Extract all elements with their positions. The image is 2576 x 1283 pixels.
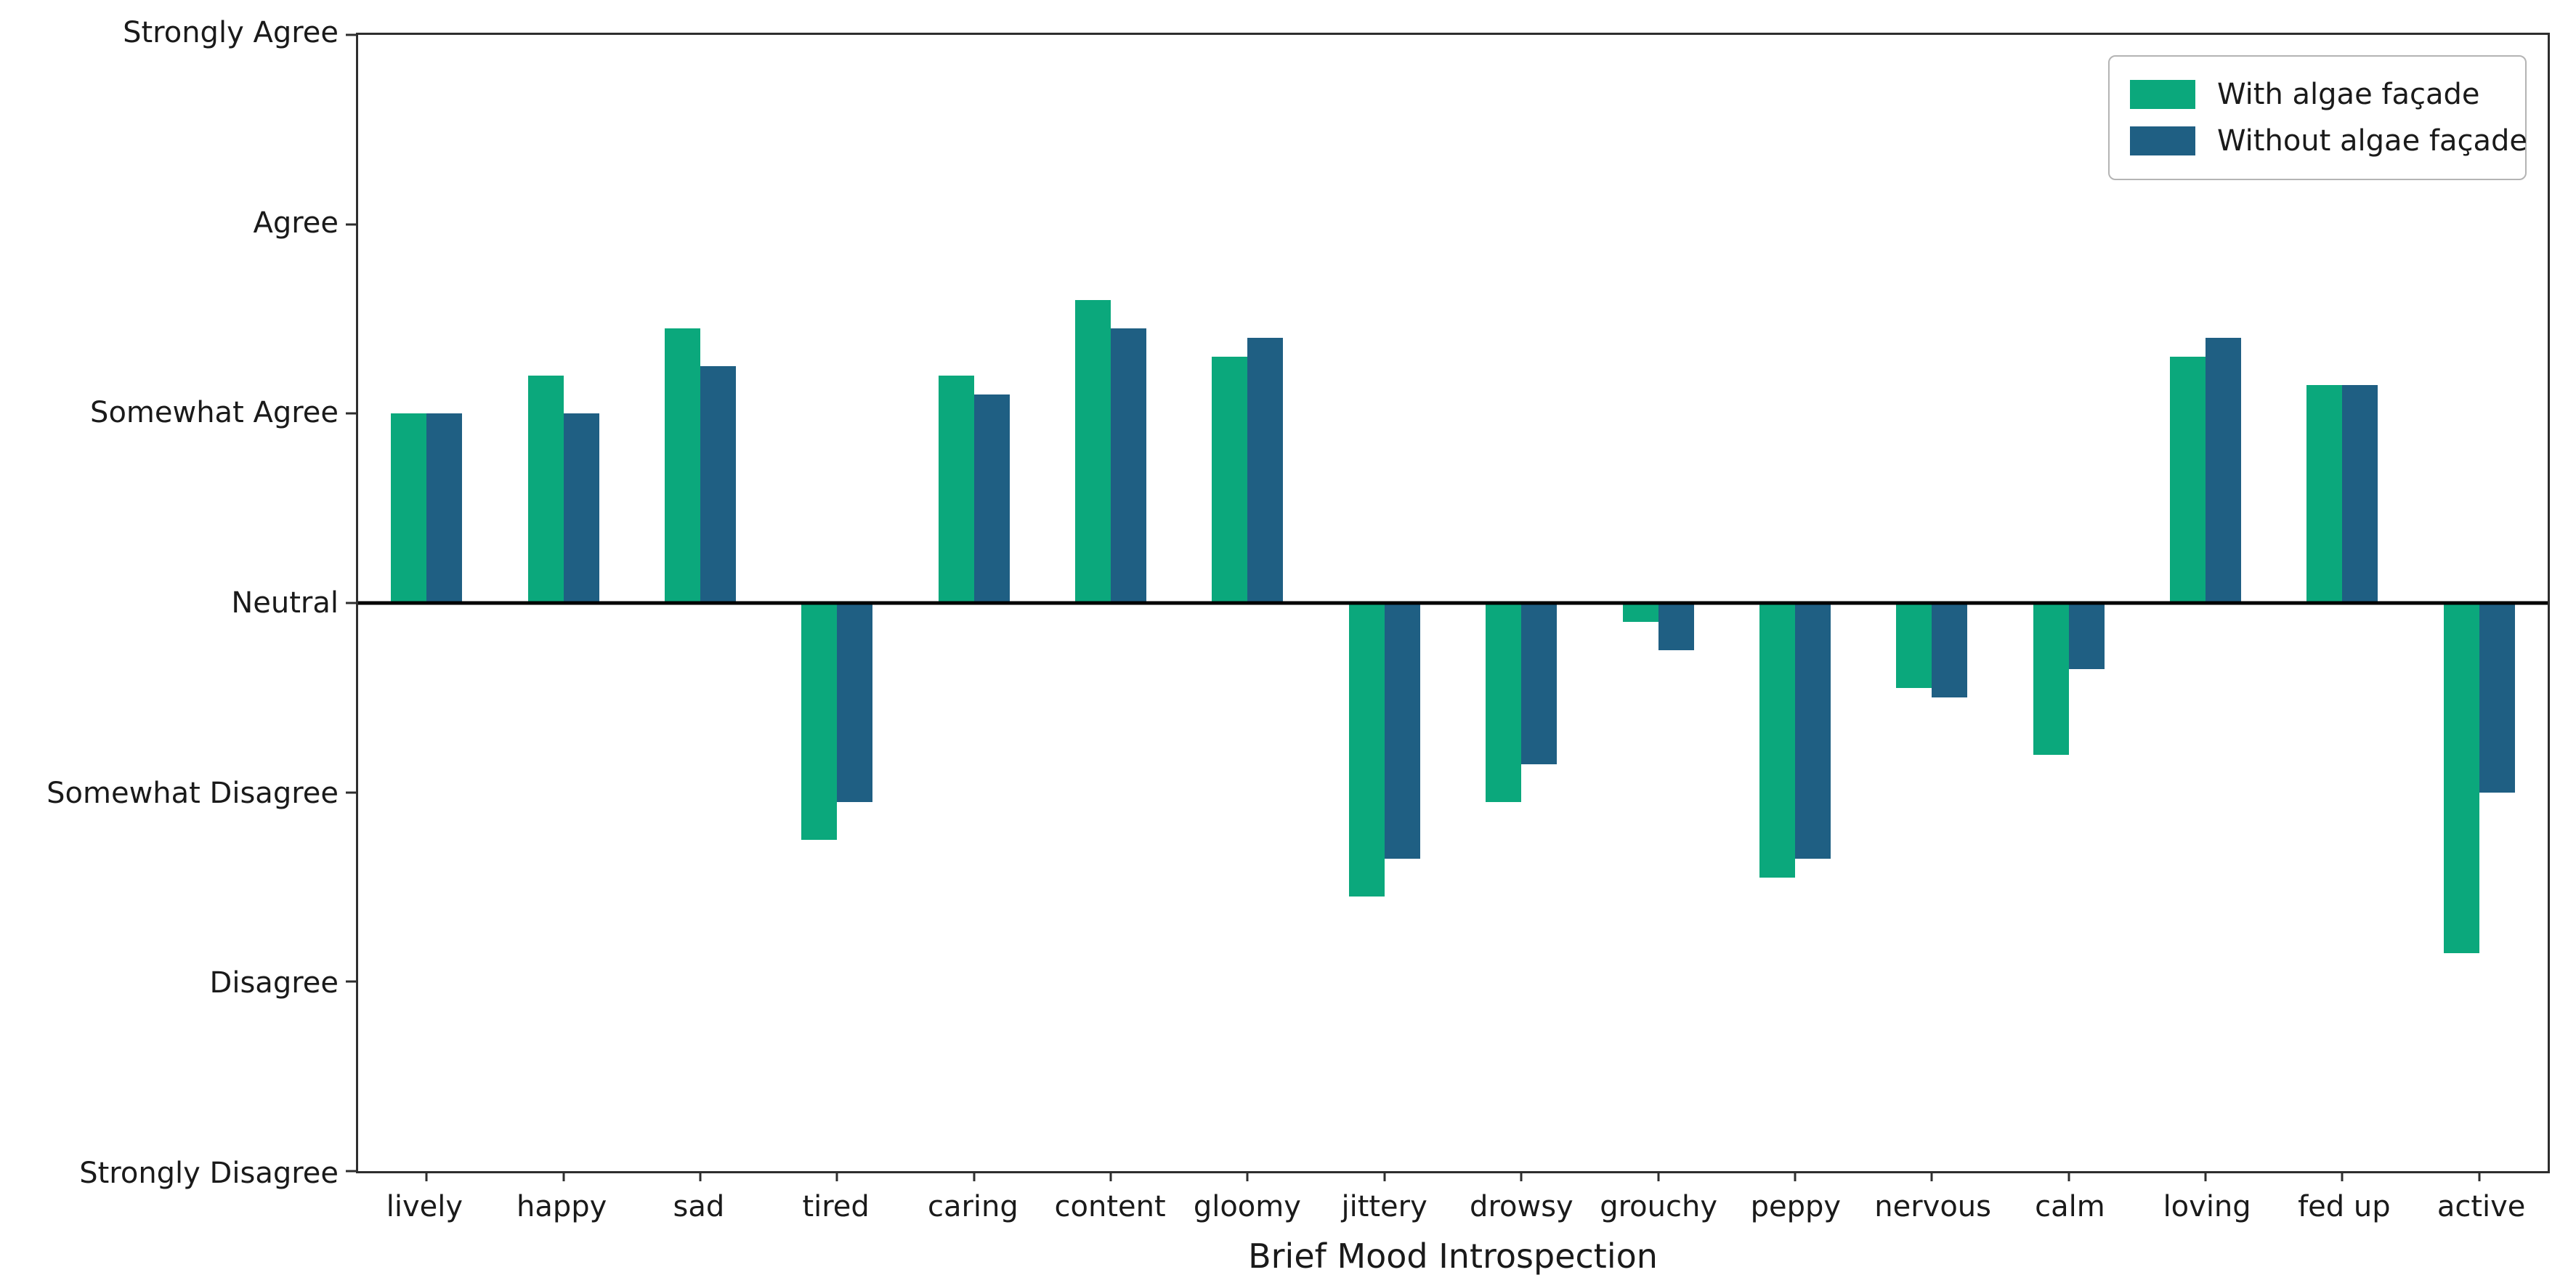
xtick-label-calm: calm bbox=[2035, 1190, 2105, 1223]
xtick-mark bbox=[1657, 1171, 1660, 1181]
bar-happy-with-algae-facade bbox=[527, 376, 564, 603]
xtick-mark bbox=[1109, 1171, 1112, 1181]
bar-tired-with-algae-facade bbox=[801, 603, 838, 840]
ytick-mark bbox=[346, 33, 356, 36]
bar-grouchy-with-algae-facade bbox=[1622, 603, 1658, 623]
bar-caring-without-algae-facade bbox=[973, 394, 1010, 603]
xtick-mark bbox=[2204, 1171, 2207, 1181]
xtick-label-lively: lively bbox=[386, 1190, 463, 1223]
legend-label-with-algae: With algae façade bbox=[2217, 78, 2480, 111]
xtick-mark bbox=[1520, 1171, 1523, 1181]
bar-active-with-algae-facade bbox=[2443, 603, 2479, 954]
xtick-label-active: active bbox=[2437, 1190, 2526, 1223]
bar-drowsy-without-algae-facade bbox=[1521, 603, 1558, 764]
xtick-label-content: content bbox=[1054, 1190, 1166, 1223]
legend-swatch-without-algae bbox=[2130, 126, 2195, 155]
xtick-mark bbox=[2341, 1171, 2344, 1181]
xtick-label-drowsy: drowsy bbox=[1470, 1190, 1573, 1223]
bar-nervous-with-algae-facade bbox=[1896, 603, 1932, 689]
xtick-label-jittery: jittery bbox=[1341, 1190, 1427, 1223]
legend-item-with-algae: With algae façade bbox=[2130, 74, 2505, 115]
ytick-mark bbox=[346, 791, 356, 794]
legend-label-without-algae: Without algae façade bbox=[2217, 124, 2527, 158]
legend-swatch-with-algae bbox=[2130, 80, 2195, 109]
bar-jittery-without-algae-facade bbox=[1384, 603, 1420, 859]
xtick-mark bbox=[699, 1171, 702, 1181]
bar-fed-up-with-algae-facade bbox=[2306, 385, 2343, 603]
bar-gloomy-with-algae-facade bbox=[1212, 357, 1248, 603]
ytick-label-agree: Agree bbox=[253, 206, 339, 240]
bar-calm-with-algae-facade bbox=[2033, 603, 2069, 755]
ytick-label-disagree: Disagree bbox=[209, 966, 339, 1000]
bar-sad-without-algae-facade bbox=[700, 366, 736, 603]
xtick-label-happy: happy bbox=[516, 1190, 607, 1223]
bar-jittery-with-algae-facade bbox=[1348, 603, 1385, 897]
bar-lively-without-algae-facade bbox=[426, 413, 463, 603]
xtick-mark bbox=[2067, 1171, 2070, 1181]
xtick-mark bbox=[562, 1171, 565, 1181]
xtick-mark bbox=[1383, 1171, 1386, 1181]
bar-active-without-algae-facade bbox=[2479, 603, 2515, 793]
xtick-label-peppy: peppy bbox=[1750, 1190, 1842, 1223]
bar-content-without-algae-facade bbox=[1111, 328, 1147, 603]
plot-area bbox=[346, 33, 2550, 1181]
ytick-mark bbox=[346, 1170, 356, 1173]
bar-sad-with-algae-facade bbox=[664, 328, 700, 603]
ytick-label-neutral: Neutral bbox=[231, 586, 339, 620]
neutral-zero-line bbox=[358, 601, 2548, 605]
bar-caring-with-algae-facade bbox=[938, 376, 974, 603]
bar-peppy-without-algae-facade bbox=[1794, 603, 1831, 859]
bar-peppy-with-algae-facade bbox=[1759, 603, 1795, 878]
bar-nervous-without-algae-facade bbox=[1932, 603, 1968, 698]
xtick-label-tired: tired bbox=[802, 1190, 870, 1223]
bar-loving-with-algae-facade bbox=[2170, 357, 2206, 603]
ytick-label-somewhat-disagree: Somewhat Disagree bbox=[46, 776, 339, 810]
xtick-mark bbox=[1246, 1171, 1249, 1181]
bar-fed-up-without-algae-facade bbox=[2342, 385, 2378, 603]
xtick-label-fed-up: fed up bbox=[2298, 1190, 2391, 1223]
xtick-mark bbox=[973, 1171, 976, 1181]
xtick-mark bbox=[425, 1171, 428, 1181]
bar-grouchy-without-algae-facade bbox=[1658, 603, 1694, 651]
ytick-mark bbox=[346, 223, 356, 226]
ytick-mark bbox=[346, 602, 356, 604]
ytick-label-strongly-agree: Strongly Agree bbox=[123, 16, 339, 49]
xtick-mark bbox=[2478, 1171, 2481, 1181]
xtick-label-sad: sad bbox=[673, 1190, 725, 1223]
x-axis-title: Brief Mood Introspection bbox=[1248, 1237, 1658, 1276]
xtick-mark bbox=[1794, 1171, 1797, 1181]
legend: With algae façade Without algae façade bbox=[2108, 55, 2527, 180]
x-axis: lively happy sad tired caring content gloomy ji… bbox=[356, 1190, 2550, 1234]
bar-content-with-algae-facade bbox=[1075, 299, 1111, 603]
xtick-label-grouchy: grouchy bbox=[1600, 1190, 1718, 1223]
ytick-mark bbox=[346, 412, 356, 415]
xtick-mark bbox=[1930, 1171, 1933, 1181]
bar-happy-without-algae-facade bbox=[563, 413, 599, 603]
xtick-mark bbox=[835, 1171, 838, 1181]
bar-drowsy-with-algae-facade bbox=[1486, 603, 1522, 802]
ytick-mark bbox=[346, 980, 356, 983]
bar-gloomy-without-algae-facade bbox=[1247, 338, 1284, 603]
bar-lively-with-algae-facade bbox=[391, 413, 427, 603]
ytick-label-strongly-disagree: Strongly Disagree bbox=[79, 1157, 339, 1190]
bar-calm-without-algae-facade bbox=[2068, 603, 2105, 670]
ytick-label-somewhat-agree: Somewhat Agree bbox=[90, 396, 339, 430]
xtick-label-caring: caring bbox=[927, 1190, 1018, 1223]
bar-tired-without-algae-facade bbox=[837, 603, 873, 802]
xtick-label-nervous: nervous bbox=[1874, 1190, 1991, 1223]
xtick-label-gloomy: gloomy bbox=[1193, 1190, 1301, 1223]
xtick-label-loving: loving bbox=[2163, 1190, 2251, 1223]
legend-item-without-algae: Without algae façade bbox=[2130, 121, 2527, 161]
y-axis: Strongly Agree Agree Somewhat Agree Neutral… bbox=[0, 16, 339, 1190]
bar-loving-without-algae-facade bbox=[2206, 338, 2242, 603]
